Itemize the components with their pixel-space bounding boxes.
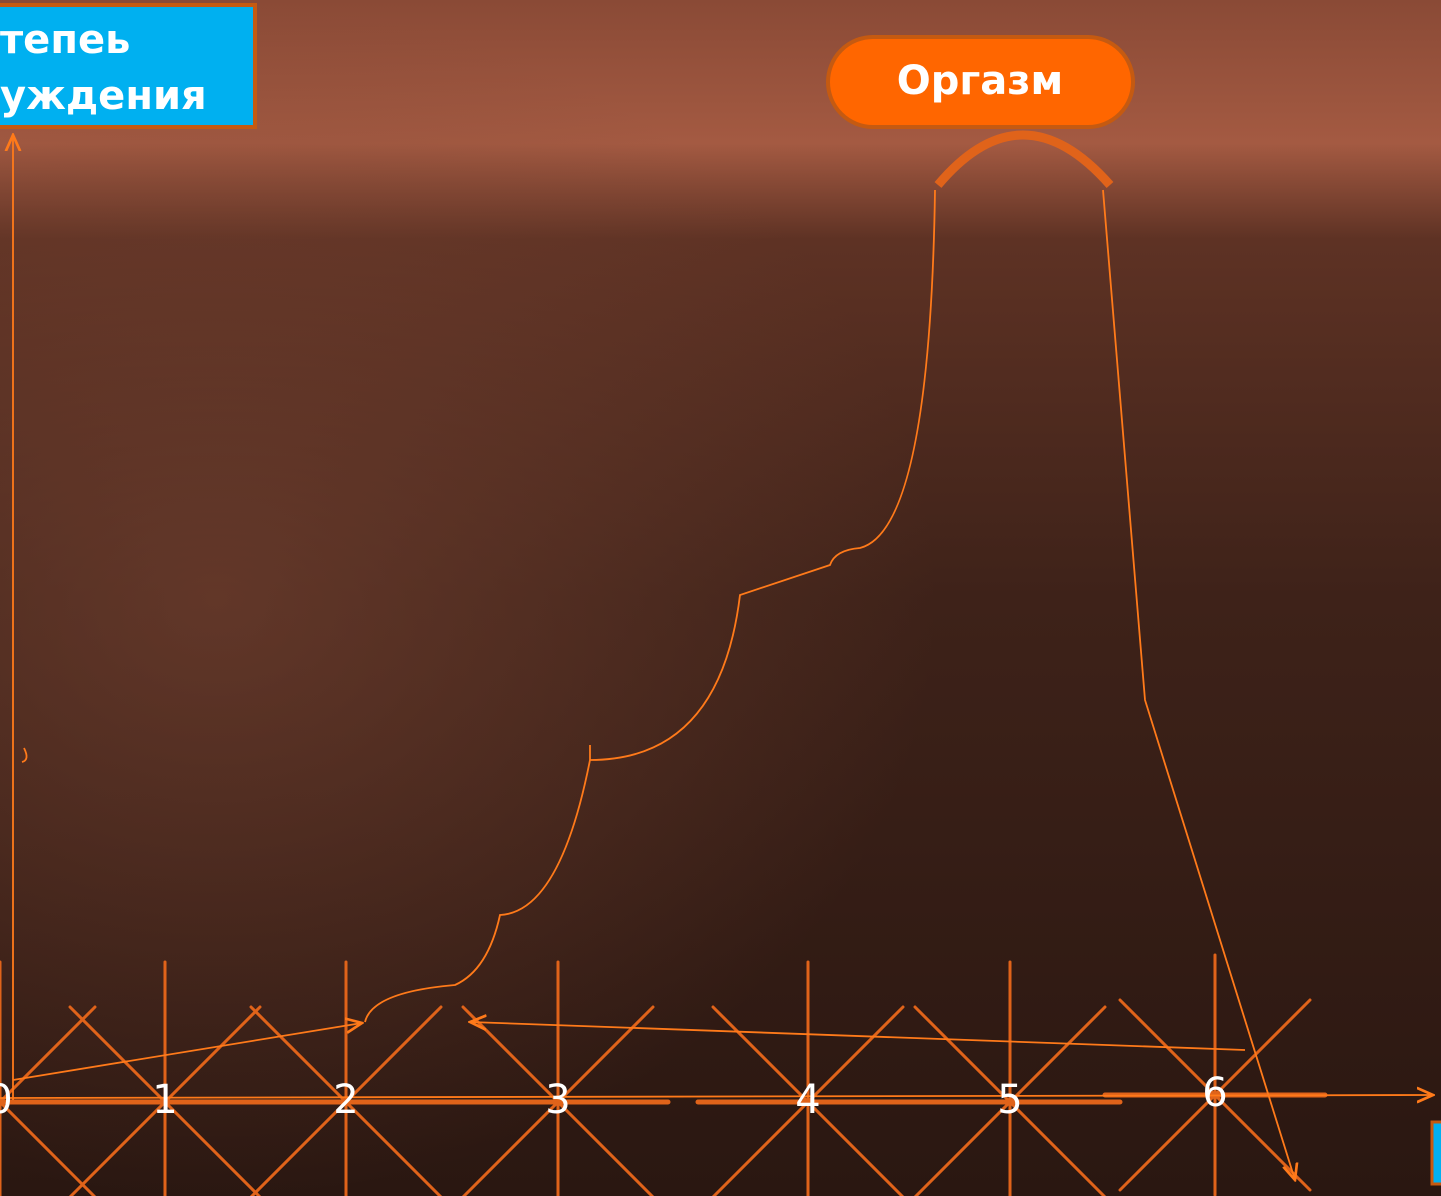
x-label: 4 <box>795 1077 820 1123</box>
x-label: 6 <box>1202 1070 1227 1116</box>
page: тепеь уждения Оргазм 0123456 (() => { co… <box>0 0 1441 1196</box>
y-label: уждения <box>0 73 207 119</box>
x-label: 0 <box>0 1077 13 1123</box>
slide: тепеь уждения Оргазм 0 1 2 3 4 5 6 <box>0 0 1441 1196</box>
y-label: тепеь <box>0 17 130 63</box>
peak-label: Оргазм <box>897 58 1063 104</box>
nav-button[interactable] <box>1432 1122 1441 1184</box>
x-label: 1 <box>152 1077 177 1123</box>
x-label: 3 <box>545 1077 570 1123</box>
x-label: 5 <box>997 1077 1022 1123</box>
x-label: 2 <box>333 1077 358 1123</box>
